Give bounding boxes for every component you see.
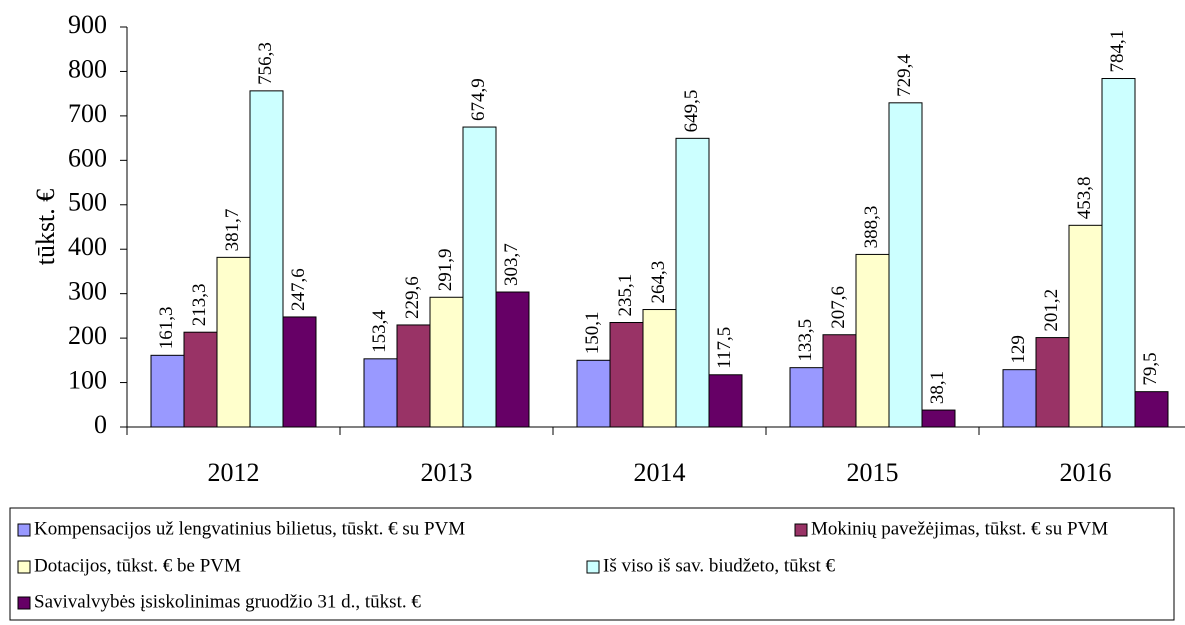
value-label: 229,6 xyxy=(402,276,423,319)
bar xyxy=(708,374,743,428)
legend-swatch xyxy=(586,560,600,574)
value-label: 235,1 xyxy=(615,274,636,317)
bar xyxy=(462,126,497,428)
value-label: 649,5 xyxy=(681,90,702,133)
value-label: 264,3 xyxy=(648,261,669,304)
value-label: 133,5 xyxy=(795,319,816,362)
value-label: 247,6 xyxy=(288,268,309,311)
bar xyxy=(183,331,218,428)
value-label: 38,1 xyxy=(927,371,948,404)
bar xyxy=(855,253,890,428)
bar xyxy=(363,358,398,428)
value-label: 129 xyxy=(1008,335,1029,364)
y-tick-label: 400 xyxy=(68,232,107,261)
bar xyxy=(789,367,824,428)
y-tick-label: 200 xyxy=(68,321,107,350)
legend-swatch xyxy=(17,523,31,537)
bar xyxy=(282,316,317,428)
value-label: 79,5 xyxy=(1140,352,1161,385)
y-tick-label: 600 xyxy=(68,143,107,172)
y-tick-label: 800 xyxy=(68,54,107,83)
bar xyxy=(576,359,611,428)
x-tick-label: 2016 xyxy=(1060,458,1112,487)
bar xyxy=(675,137,710,428)
bar xyxy=(822,334,857,428)
x-tick-label: 2012 xyxy=(208,458,260,487)
value-label: 213,3 xyxy=(189,283,210,326)
value-label: 117,5 xyxy=(714,327,735,369)
value-label: 381,7 xyxy=(222,209,243,252)
y-tick-label: 300 xyxy=(68,277,107,306)
value-label: 201,2 xyxy=(1041,289,1062,332)
bar xyxy=(888,102,923,428)
value-label: 453,8 xyxy=(1074,177,1095,220)
bar xyxy=(1134,391,1169,428)
value-label: 291,9 xyxy=(435,249,456,292)
x-tick-label: 2013 xyxy=(421,458,473,487)
legend-label: Iš viso iš sav. biudžeto, tūkst € xyxy=(603,555,836,576)
value-label: 784,1 xyxy=(1107,30,1128,73)
value-label: 674,9 xyxy=(468,78,489,121)
bar xyxy=(495,291,530,428)
bar xyxy=(1035,337,1070,428)
bar xyxy=(609,322,644,428)
bar xyxy=(642,309,677,428)
value-label: 303,7 xyxy=(501,243,522,286)
bar xyxy=(429,296,464,428)
y-axis-label: tūkst. € xyxy=(31,189,60,266)
y-tick-label: 700 xyxy=(68,99,107,128)
legend-label: Kompensacijos už lengvatinius bilietus, … xyxy=(34,518,465,539)
bar xyxy=(249,90,284,428)
bar xyxy=(1068,224,1103,428)
value-label: 150,1 xyxy=(582,312,603,355)
y-tick-label: 900 xyxy=(68,10,107,39)
bar xyxy=(150,354,185,428)
value-label: 161,3 xyxy=(156,307,177,350)
value-label: 153,4 xyxy=(369,310,390,353)
bar xyxy=(396,324,431,428)
legend-swatch xyxy=(17,560,31,574)
value-label: 388,3 xyxy=(861,206,882,249)
value-label: 207,6 xyxy=(828,286,849,329)
value-label: 729,4 xyxy=(894,54,915,97)
y-tick-label: 0 xyxy=(94,410,107,439)
legend-label: Mokinių pavežėjimas, tūkst. € su PVM xyxy=(811,518,1108,539)
x-tick-label: 2014 xyxy=(634,458,686,487)
y-tick-label: 500 xyxy=(68,188,107,217)
bar xyxy=(1002,369,1037,428)
x-tick-label: 2015 xyxy=(847,458,899,487)
bar xyxy=(921,409,956,428)
legend-swatch xyxy=(794,523,808,537)
legend-swatch xyxy=(17,596,31,610)
bar xyxy=(1101,78,1136,428)
legend-label: Dotacijos, tūkst. € be PVM xyxy=(34,555,241,576)
bar xyxy=(216,256,251,428)
legend-label: Savivalvybės įsiskolinimas gruodžio 31 d… xyxy=(34,591,421,612)
y-tick-label: 100 xyxy=(68,366,107,395)
value-label: 756,3 xyxy=(255,42,276,85)
